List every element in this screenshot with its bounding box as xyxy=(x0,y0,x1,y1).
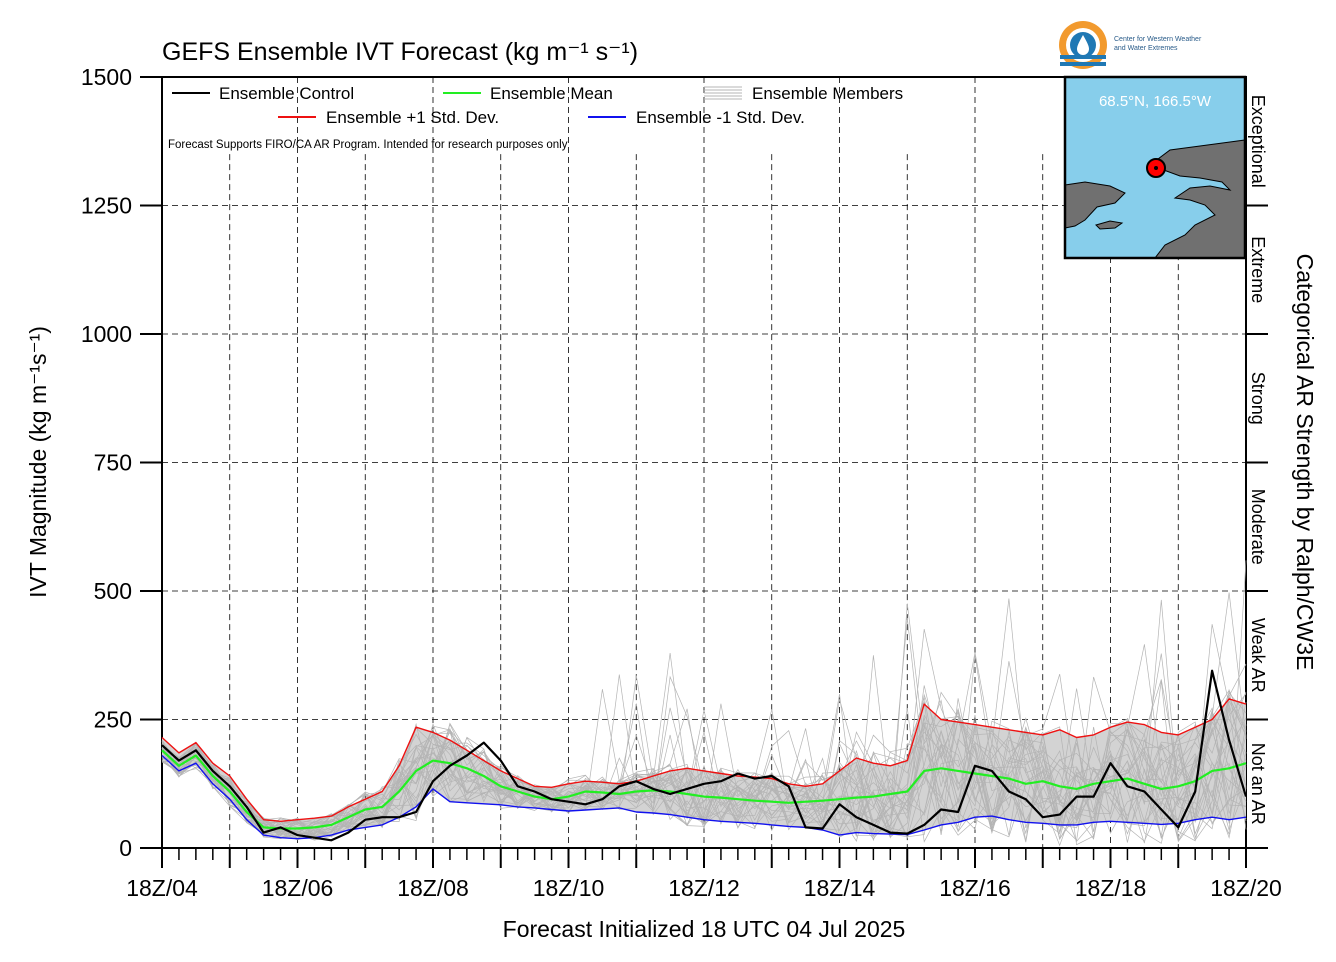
legend-swatch-members xyxy=(704,86,742,100)
legend-label-members: Ensemble Members xyxy=(752,84,903,103)
ensemble-member-line xyxy=(161,652,1247,840)
ensemble-member-line xyxy=(161,599,1247,838)
ensemble-member-line xyxy=(161,598,1247,838)
ensemble-member-line xyxy=(161,655,1247,843)
y-tick-label: 500 xyxy=(94,578,132,604)
x-axis-label: Forecast Initialized 18 UTC 04 Jul 2025 xyxy=(503,916,906,942)
chart-title: GEFS Ensemble IVT Forecast (kg m⁻¹ s⁻¹) xyxy=(162,38,638,66)
ensemble-member-line xyxy=(161,693,1247,839)
category-label: Weak AR xyxy=(1248,618,1268,693)
right-axis-label: Categorical AR Strength by Ralph/CW3E xyxy=(1292,254,1318,671)
category-label: Exceptional xyxy=(1248,95,1268,188)
y-tick-label: 1500 xyxy=(81,64,132,90)
cw3e-water-drop-logo-icon xyxy=(1059,21,1107,69)
y-tick-label: 1250 xyxy=(81,193,132,219)
plus-sd-line xyxy=(161,698,1247,822)
y-tick-label: 750 xyxy=(94,450,132,476)
logo-text-line2: and Water Extremes xyxy=(1114,45,1178,52)
mean-line xyxy=(161,749,1247,830)
x-tick-label: 18Z/08 xyxy=(397,875,469,901)
x-tick-label: 18Z/18 xyxy=(1075,875,1147,901)
location-inset-map: 68.5°N, 166.5°W xyxy=(1063,75,1247,260)
axes: 0 250 500 750 1000 1250 1500 Not an AR Weak AR Mo… xyxy=(81,64,1282,901)
ensemble-member-line xyxy=(161,699,1247,841)
category-label: Extreme xyxy=(1248,236,1268,303)
inset-land-west xyxy=(1064,181,1126,229)
y-axis-label: IVT Magnitude (kg m⁻¹s⁻¹) xyxy=(25,326,51,598)
disclaimer-text: Forecast Supports FIRO/CA AR Program. In… xyxy=(168,139,568,151)
legend-label-control: Ensemble Control xyxy=(219,84,354,103)
inset-location-label: 68.5°N, 166.5°W xyxy=(1099,93,1212,110)
ensemble-member-line xyxy=(161,685,1247,842)
y-tick-label: 250 xyxy=(94,707,132,733)
x-tick-label: 18Z/14 xyxy=(804,875,876,901)
y-tick-label: 0 xyxy=(119,835,132,861)
location-dot-center xyxy=(1154,166,1158,170)
x-tick-label: 18Z/20 xyxy=(1210,875,1282,901)
inset-island xyxy=(1095,220,1124,230)
y-tick-label: 1000 xyxy=(81,321,132,347)
x-tick-label: 18Z/12 xyxy=(668,875,740,901)
x-tick-label: 18Z/16 xyxy=(939,875,1011,901)
inset-land-east xyxy=(1148,139,1246,259)
ensemble-member-line xyxy=(161,652,1247,842)
logo-text-line1: Center for Western Weather xyxy=(1114,36,1202,43)
legend: Ensemble Control Ensemble Mean Ensemble … xyxy=(172,84,903,127)
category-label: Moderate xyxy=(1248,489,1268,565)
inset-frame xyxy=(1063,75,1247,260)
x-tick-label: 18Z/10 xyxy=(533,875,605,901)
x-tick-label: 18Z/06 xyxy=(262,875,334,901)
control-line xyxy=(161,669,1248,842)
minus-sd-line xyxy=(161,754,1247,840)
series-lines xyxy=(161,669,1248,842)
cw3e-logo: Center for Western Weather and Water Ext… xyxy=(1059,21,1202,69)
legend-label-mean: Ensemble Mean xyxy=(490,84,613,103)
category-label: Strong xyxy=(1248,372,1268,425)
x-tick-label: 18Z/04 xyxy=(126,875,198,901)
category-label: Not an AR xyxy=(1248,743,1268,825)
legend-label-minus-sd: Ensemble -1 Std. Dev. xyxy=(636,108,805,127)
ensemble-member-line xyxy=(161,693,1247,837)
legend-label-plus-sd: Ensemble +1 Std. Dev. xyxy=(326,108,499,127)
